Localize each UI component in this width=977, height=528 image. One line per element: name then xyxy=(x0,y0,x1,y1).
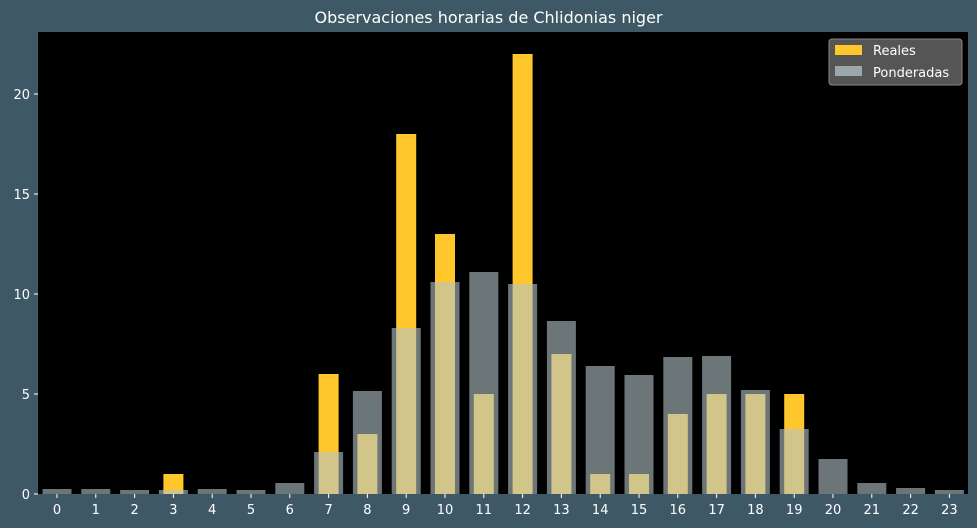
series-ponderadas xyxy=(42,272,964,494)
bar-ponderadas xyxy=(42,489,72,494)
x-axis: 0 1 2 3 4 5 6 7 8 9 10 11 12 13 14 15 16 17 18 19 20 21 22 23 xyxy=(53,494,958,518)
x-tick-label: 6 xyxy=(286,503,294,518)
x-tick-label: 9 xyxy=(402,503,410,518)
bar-ponderadas xyxy=(896,488,926,494)
x-tick-label: 21 xyxy=(864,503,881,518)
bar-ponderadas xyxy=(585,366,615,494)
bar-ponderadas xyxy=(314,452,344,494)
bar-ponderadas xyxy=(352,391,382,494)
bar-ponderadas xyxy=(508,284,538,494)
y-axis: 0 5 10 15 20 xyxy=(13,88,38,503)
plot-area xyxy=(38,32,968,494)
x-tick-label: 2 xyxy=(130,503,138,518)
bar-ponderadas xyxy=(663,357,693,494)
y-tick-label: 5 xyxy=(22,388,30,403)
y-tick-label: 20 xyxy=(13,88,30,103)
x-tick-label: 13 xyxy=(553,503,570,518)
x-tick-label: 10 xyxy=(437,503,454,518)
bar-ponderadas xyxy=(818,459,848,494)
bar-ponderadas xyxy=(779,429,809,494)
bar-ponderadas xyxy=(934,490,964,494)
x-tick-label: 22 xyxy=(902,503,919,518)
y-tick-label: 15 xyxy=(13,188,30,203)
x-tick-label: 5 xyxy=(247,503,255,518)
x-tick-label: 23 xyxy=(941,503,958,518)
x-tick-label: 3 xyxy=(169,503,177,518)
legend-label-ponderadas: Ponderadas xyxy=(873,66,949,81)
bar-ponderadas xyxy=(120,490,150,494)
legend-box xyxy=(828,38,963,86)
x-tick-label: 16 xyxy=(670,503,687,518)
bar-reales xyxy=(163,474,184,494)
bar-ponderadas xyxy=(391,328,421,494)
bar-ponderadas xyxy=(469,272,499,494)
bar-ponderadas xyxy=(197,489,227,494)
legend-swatch-reales xyxy=(835,45,862,55)
x-tick-label: 15 xyxy=(631,503,648,518)
chart-title: Observaciones horarias de Chlidonias nig… xyxy=(314,8,663,27)
bar-ponderadas xyxy=(857,483,887,494)
legend: Reales Ponderadas xyxy=(828,38,963,86)
bar-ponderadas xyxy=(624,375,654,494)
legend-label-reales: Reales xyxy=(873,44,916,59)
x-tick-label: 7 xyxy=(324,503,332,518)
x-tick-label: 20 xyxy=(825,503,842,518)
x-tick-label: 14 xyxy=(592,503,609,518)
bar-ponderadas xyxy=(236,490,266,494)
x-tick-label: 8 xyxy=(363,503,371,518)
bar-ponderadas xyxy=(275,483,305,494)
bar-ponderadas xyxy=(430,282,460,494)
x-tick-label: 4 xyxy=(208,503,216,518)
legend-swatch-ponderadas xyxy=(835,66,862,76)
bar-ponderadas xyxy=(158,490,188,494)
x-tick-label: 18 xyxy=(747,503,764,518)
x-tick-label: 19 xyxy=(786,503,803,518)
x-tick-label: 11 xyxy=(476,503,493,518)
y-tick-label: 0 xyxy=(22,488,30,503)
x-tick-label: 17 xyxy=(708,503,725,518)
bar-ponderadas xyxy=(702,356,732,494)
y-tick-label: 10 xyxy=(13,288,30,303)
x-tick-label: 12 xyxy=(514,503,531,518)
x-tick-label: 1 xyxy=(92,503,100,518)
x-tick-label: 0 xyxy=(53,503,61,518)
bar-ponderadas xyxy=(546,321,576,494)
bar-ponderadas xyxy=(740,390,770,494)
bar-ponderadas xyxy=(81,489,111,494)
